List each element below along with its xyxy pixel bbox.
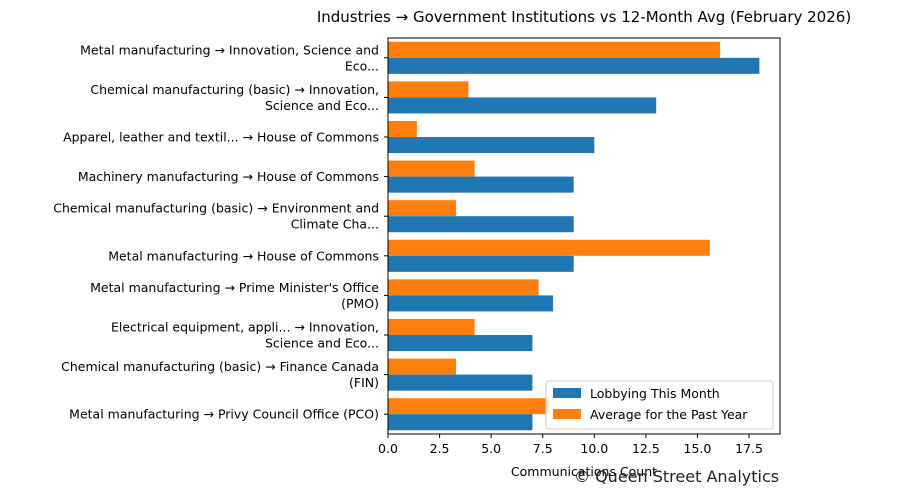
bar-past-year-avg bbox=[388, 358, 457, 375]
bar-past-year-avg bbox=[388, 41, 721, 58]
y-tick-label: Metal manufacturing → Prime Minister's O… bbox=[90, 280, 379, 295]
y-tick-label: Eco... bbox=[345, 58, 379, 73]
plot-frame bbox=[387, 37, 781, 435]
chart-title: Industries → Government Institutions vs … bbox=[317, 8, 851, 26]
x-tick-label: 5.0 bbox=[481, 441, 501, 456]
y-tick-label: Science and Eco... bbox=[265, 336, 379, 351]
y-tick-label: Chemical manufacturing (basic) → Environ… bbox=[53, 201, 379, 216]
x-tick-label: 2.5 bbox=[430, 441, 450, 456]
y-tick-label: Machinery manufacturing → House of Commo… bbox=[78, 169, 379, 184]
y-tick-label: Metal manufacturing → Privy Council Offi… bbox=[69, 407, 379, 422]
bar-past-year-avg bbox=[388, 120, 417, 137]
legend-swatch-past-year bbox=[553, 409, 581, 419]
bar-past-year-avg bbox=[388, 279, 539, 296]
legend: Lobbying This Month Average for the Past… bbox=[545, 380, 774, 430]
legend-swatch-this-month bbox=[553, 388, 581, 398]
y-tick-label: (PMO) bbox=[341, 296, 379, 311]
bar-past-year-avg bbox=[388, 160, 475, 177]
y-tick-labels: Metal manufacturing → Innovation, Scienc… bbox=[53, 42, 388, 422]
x-tick-label: 17.5 bbox=[735, 441, 763, 456]
bar-this-month bbox=[388, 216, 574, 233]
x-tick-labels: 0.0 2.5 5.0 7.5 10.0 12.5 15.0 17.5 bbox=[378, 434, 763, 456]
bar-this-month bbox=[388, 414, 533, 431]
y-tick-label: Chemical manufacturing (basic) → Finance… bbox=[61, 359, 379, 374]
legend-label-past-year: Average for the Past Year bbox=[590, 407, 748, 422]
bar-this-month bbox=[388, 57, 760, 74]
y-tick-label: Electrical equipment, appli... → Innovat… bbox=[111, 320, 379, 335]
bar-this-month bbox=[388, 255, 574, 272]
bar-this-month bbox=[388, 295, 554, 312]
bar-past-year-avg bbox=[388, 200, 457, 217]
watermark: © Queen Street Analytics bbox=[574, 467, 779, 486]
y-tick-label: Metal manufacturing → Innovation, Scienc… bbox=[80, 42, 379, 57]
bar-this-month bbox=[388, 97, 657, 114]
bar-this-month bbox=[388, 176, 574, 193]
bar-this-month bbox=[388, 374, 533, 391]
y-tick-label: Apparel, leather and textil... → House o… bbox=[63, 130, 379, 145]
x-tick-label: 0.0 bbox=[378, 441, 398, 456]
x-axis-label: Communications Count bbox=[511, 464, 657, 479]
x-tick-label: 15.0 bbox=[684, 441, 712, 456]
bar-this-month bbox=[388, 137, 595, 154]
bar-past-year-avg bbox=[388, 81, 469, 98]
legend-label-this-month: Lobbying This Month bbox=[590, 386, 720, 401]
x-tick-label: 10.0 bbox=[580, 441, 608, 456]
y-tick-label: Chemical manufacturing (basic) → Innovat… bbox=[90, 82, 379, 97]
y-tick-label: Climate Cha... bbox=[291, 217, 379, 232]
bar-past-year-avg bbox=[388, 318, 475, 335]
bar-this-month bbox=[388, 335, 533, 352]
bars-group bbox=[388, 41, 760, 431]
x-tick-label: 7.5 bbox=[533, 441, 553, 456]
y-tick-label: Metal manufacturing → House of Commons bbox=[108, 248, 379, 263]
y-tick-label: (FIN) bbox=[349, 375, 379, 390]
bar-past-year-avg bbox=[388, 398, 549, 415]
x-tick-label: 12.5 bbox=[632, 441, 660, 456]
bar-past-year-avg bbox=[388, 239, 710, 256]
y-tick-label: Science and Eco... bbox=[265, 98, 379, 113]
legend-box bbox=[545, 380, 774, 430]
